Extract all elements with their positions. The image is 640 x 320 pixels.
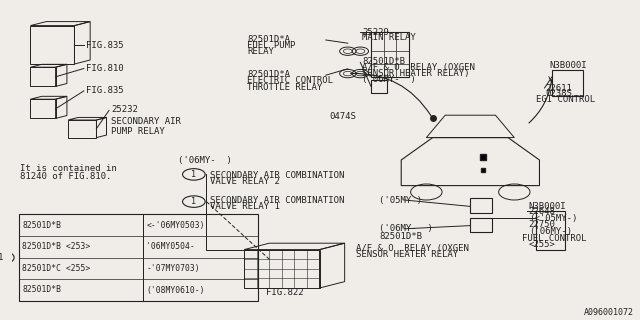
Text: 0238S: 0238S [546, 89, 573, 98]
Text: 25232: 25232 [111, 105, 138, 114]
Bar [19, 214, 258, 301]
Text: <255>: <255> [529, 240, 556, 249]
Text: PUMP RELAY: PUMP RELAY [111, 127, 164, 136]
Bar [371, 32, 409, 77]
Text: FUEL PUMP: FUEL PUMP [247, 41, 296, 50]
Bar [371, 80, 387, 93]
Text: <-'06MY0503): <-'06MY0503) [147, 221, 205, 230]
Text: ('06MY-): ('06MY-) [529, 227, 572, 236]
Text: ('06MY-  ): ('06MY- ) [380, 224, 433, 233]
Text: 0474S: 0474S [329, 112, 356, 121]
Text: '06MY0504-: '06MY0504- [147, 242, 195, 251]
Bar [470, 198, 492, 213]
Text: SENSOR HEATER RELAY): SENSOR HEATER RELAY) [362, 69, 470, 78]
Text: SENSOR HEATER RELAY: SENSOR HEATER RELAY [356, 250, 458, 259]
Text: 82501D*B: 82501D*B [380, 232, 422, 241]
Text: 22750: 22750 [529, 220, 556, 229]
Text: THROTTLE RELAY: THROTTLE RELAY [247, 83, 323, 92]
Text: FIG.835: FIG.835 [86, 86, 124, 95]
Text: 82501D*A: 82501D*A [247, 35, 291, 44]
Text: 82501D*B <253>: 82501D*B <253> [22, 242, 90, 251]
Text: SECONDARY AIR: SECONDARY AIR [111, 117, 180, 126]
Text: FIG.810: FIG.810 [86, 64, 124, 73]
Text: N3B000I: N3B000I [549, 61, 586, 70]
Text: FIG.822: FIG.822 [266, 288, 304, 297]
Text: 82501D*B: 82501D*B [22, 285, 61, 294]
Text: (<'05MY-): (<'05MY-) [529, 214, 577, 223]
Text: 1: 1 [191, 170, 196, 179]
Text: 25229: 25229 [362, 28, 389, 36]
Text: 1: 1 [191, 197, 196, 206]
Text: It is contained in: It is contained in [20, 164, 116, 172]
Text: A/F & O  RELAY (OXGEN: A/F & O RELAY (OXGEN [362, 63, 475, 72]
Text: VALVE RELAY 1: VALVE RELAY 1 [209, 202, 280, 211]
Text: ('05MY ): ('05MY ) [380, 196, 422, 204]
Text: VALVE RELAY 2: VALVE RELAY 2 [209, 177, 280, 186]
Text: A096001072: A096001072 [584, 308, 634, 317]
Text: FUEL CONTROL: FUEL CONTROL [522, 234, 586, 243]
Text: ('06MY-  ): ('06MY- ) [362, 75, 416, 84]
Text: SECONDARY AIR COMBINATION: SECONDARY AIR COMBINATION [209, 171, 344, 180]
Bar [470, 218, 492, 232]
Text: ('06MY-  ): ('06MY- ) [178, 156, 232, 164]
Text: 82501D*B: 82501D*B [22, 221, 61, 230]
Text: MAIN RELAY: MAIN RELAY [362, 33, 416, 42]
Text: 1: 1 [0, 253, 3, 262]
Bar [552, 70, 584, 96]
Text: ELECTRIC CONTROL: ELECTRIC CONTROL [247, 76, 333, 85]
Text: 82501D*A: 82501D*A [247, 70, 291, 79]
Bar [536, 211, 564, 250]
Text: ('08MY0610-): ('08MY0610-) [147, 285, 205, 294]
Text: N3B000I: N3B000I [529, 202, 566, 211]
Text: 81240 of FIG.810.: 81240 of FIG.810. [20, 172, 111, 180]
Text: RELAY: RELAY [247, 47, 274, 56]
Text: FIG.835: FIG.835 [86, 41, 124, 50]
Text: SECONDARY AIR COMBINATION: SECONDARY AIR COMBINATION [209, 196, 344, 204]
Text: A/F & O  RELAY (OXGEN: A/F & O RELAY (OXGEN [356, 244, 469, 252]
Text: -'07MY0703): -'07MY0703) [147, 264, 200, 273]
Text: 22648: 22648 [529, 207, 556, 216]
Text: 82501D*B: 82501D*B [362, 57, 405, 66]
Text: 22611: 22611 [546, 84, 573, 92]
Text: EGI CONTROL: EGI CONTROL [536, 95, 595, 104]
Text: 82501D*C <255>: 82501D*C <255> [22, 264, 90, 273]
